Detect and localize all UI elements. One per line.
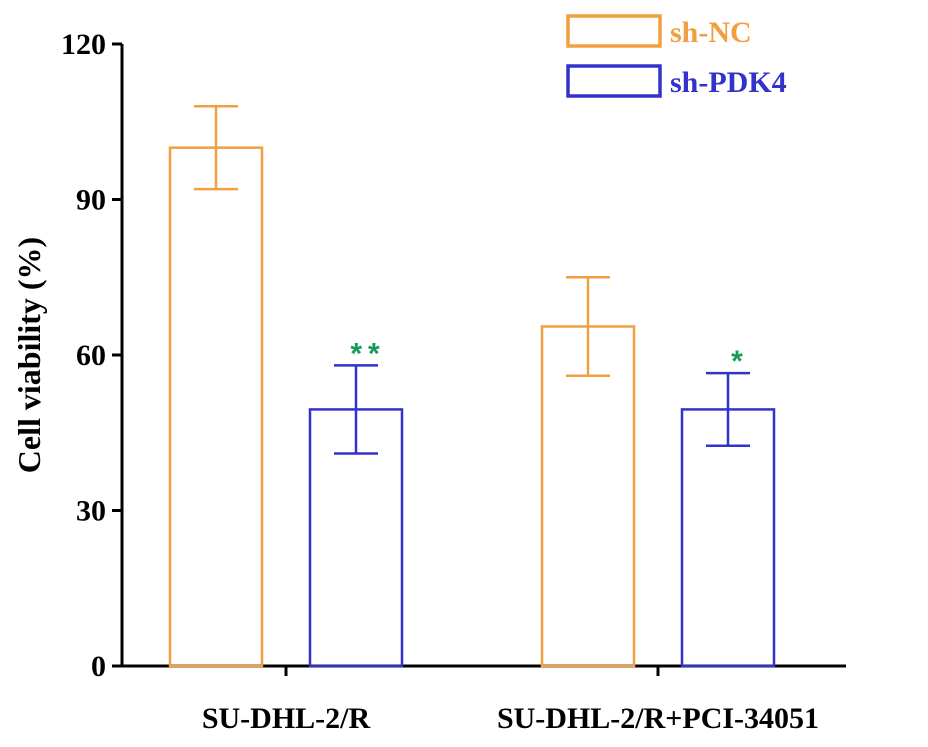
bar [168, 146, 264, 668]
y-tick-label: 120 [61, 28, 106, 61]
y-axis-title: Cell viability (%) [11, 237, 47, 473]
legend-swatch [566, 14, 662, 48]
bar [540, 325, 636, 668]
x-axis: SU-DHL-2/R SU-DHL-2/R+PCI-34051 [122, 664, 846, 735]
y-tick-label: 0 [91, 650, 106, 683]
legend-label: sh-NC [670, 16, 752, 49]
y-tick-label: 60 [76, 339, 106, 372]
y-tick-label: 30 [76, 495, 106, 528]
x-category-label: SU-DHL-2/R+PCI-34051 [497, 702, 819, 735]
significance-marker: ** [350, 337, 385, 370]
legend-swatch [566, 64, 662, 98]
significance-marker: * [731, 345, 749, 378]
x-category-label: SU-DHL-2/R [202, 702, 371, 735]
y-axis: 0 30 60 90 120 [61, 28, 124, 683]
legend-label: sh-PDK4 [670, 66, 787, 99]
bar [680, 408, 776, 668]
bars: ** * [168, 104, 776, 668]
y-tick-label: 90 [76, 184, 106, 217]
legend: sh-NC sh-PDK4 [566, 14, 787, 99]
